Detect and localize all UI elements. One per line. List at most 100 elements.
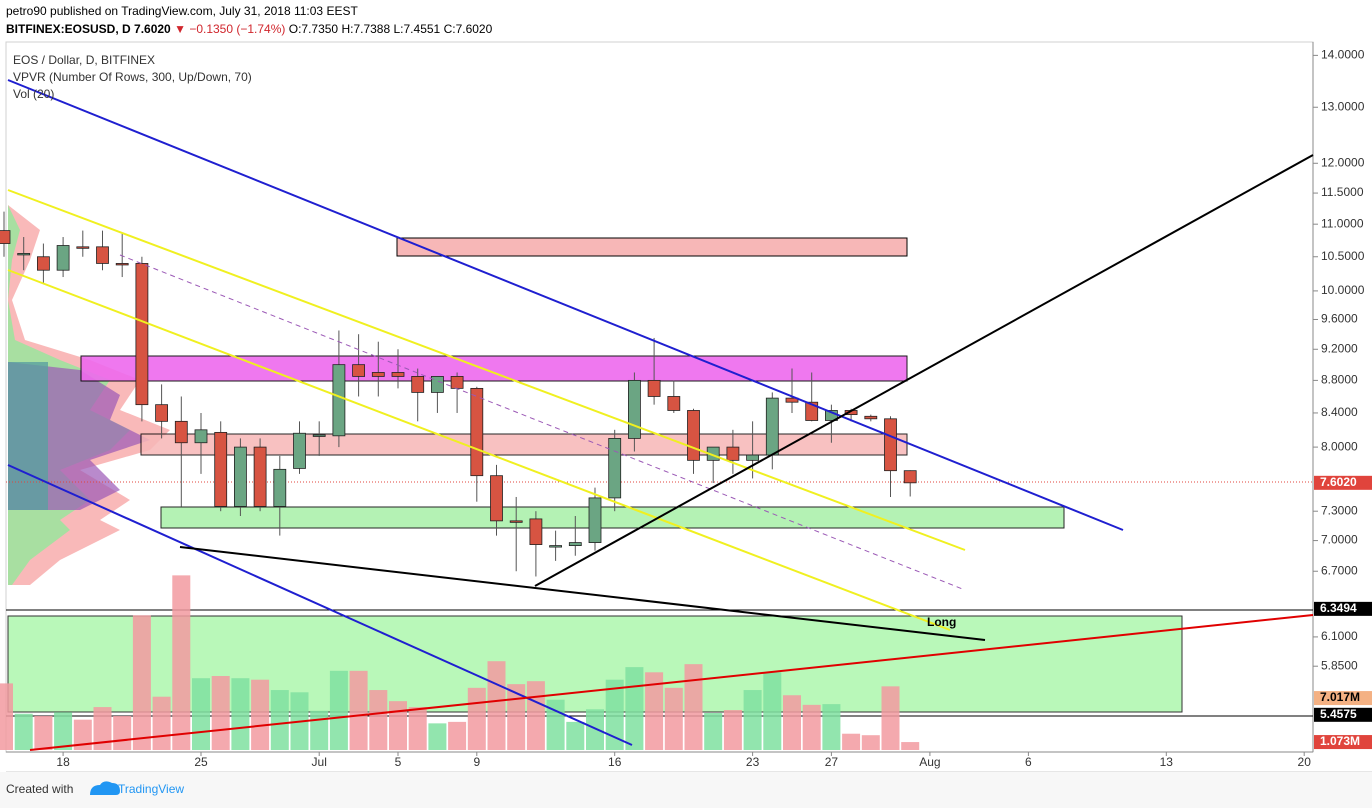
axis-marker: [1314, 691, 1372, 706]
footer-text: Created with: [6, 782, 73, 796]
x-tick-label: 16: [608, 755, 622, 769]
volume-bar: [34, 715, 53, 750]
zone: [80, 355, 908, 382]
volume-bar: [172, 575, 191, 750]
volume-bar: [192, 678, 210, 750]
candle-body: [273, 468, 287, 507]
candle-body: [17, 253, 31, 256]
candle-body: [312, 434, 326, 437]
zone: [160, 506, 1065, 529]
y-tick-label: 14.0000: [1321, 48, 1365, 62]
axis-marker-label: 1.073M: [1320, 734, 1360, 748]
volume-bar: [211, 676, 230, 750]
change: −0.1350 (−1.74%): [189, 22, 286, 36]
candle-body: [667, 396, 681, 411]
candle-body: [233, 446, 247, 507]
candle-body: [430, 376, 444, 393]
volume-bar: [349, 670, 368, 750]
volume-bar: [369, 690, 388, 750]
symbol: BITFINEX:EOSUSD, D: [6, 22, 131, 36]
ohlc: H:7.7388: [341, 22, 391, 36]
footer-brand[interactable]: TradingView: [118, 782, 184, 796]
candle-body: [687, 410, 700, 461]
candle-body: [470, 387, 484, 477]
volume-bar: [802, 704, 821, 750]
volume-bar: [586, 709, 604, 750]
volume-bar: [842, 733, 861, 750]
volume-bar: [310, 710, 329, 750]
channel-line: [7, 269, 951, 631]
axis-marker: [1314, 735, 1372, 750]
y-tick-label: 8.4000: [1321, 405, 1358, 419]
candle-body: [174, 420, 188, 444]
zone: [396, 237, 908, 257]
volume-bar: [783, 695, 801, 750]
candle-body: [115, 263, 129, 266]
candle-body: [411, 376, 425, 393]
volume-bar: [526, 681, 545, 750]
x-tick-label: 25: [194, 755, 208, 769]
volume-bar: [408, 707, 427, 750]
candle-body: [194, 429, 208, 444]
volume-bar: [152, 696, 171, 750]
volume-bar: [861, 735, 880, 750]
volume-bar: [113, 715, 132, 750]
candle-body: [647, 379, 661, 397]
volume-bar: [54, 712, 73, 750]
axis-marker: [1314, 601, 1372, 616]
y-tick-label: 13.0000: [1321, 99, 1365, 113]
trend-line: [534, 154, 1314, 587]
candle-body: [293, 432, 306, 469]
x-tick-label: 9: [473, 755, 480, 769]
candle-body: [628, 379, 641, 439]
volume-bar: [566, 721, 585, 750]
x-tick-label: 23: [746, 755, 760, 769]
volume-bar: [448, 721, 467, 750]
volume-bar: [605, 679, 624, 750]
x-tick-label: 27: [825, 755, 839, 769]
candle-body: [352, 364, 366, 377]
volume-bar: [132, 615, 151, 750]
axis-marker-label: 6.3494: [1320, 601, 1357, 615]
logo: [90, 781, 120, 795]
volume-bar: [14, 713, 33, 750]
candle-body: [135, 263, 149, 406]
legend-item: Vol (20): [13, 87, 54, 101]
candle-body: [588, 497, 602, 543]
ohlc: C:7.6020: [443, 22, 493, 36]
candle-body: [568, 542, 582, 546]
volume-bar: [487, 661, 506, 750]
candle-body: [549, 545, 562, 548]
volume-bar: [625, 667, 644, 750]
volume-bar: [428, 723, 447, 750]
volume-bar: [73, 719, 92, 750]
volume-bar: [763, 672, 782, 750]
candle-body: [332, 364, 346, 437]
y-tick-label: 8.8000: [1321, 373, 1358, 387]
legend-item: EOS / Dollar, D, BITFINEX: [13, 53, 155, 67]
legend-item: VPVR (Number Of Rows, 300, Up/Down, 70): [13, 70, 252, 84]
volume-bar: [270, 690, 289, 750]
y-tick-label: 10.5000: [1321, 249, 1365, 263]
trend-line: [7, 79, 1124, 531]
volume-bar: [645, 672, 664, 750]
volume-bar: [743, 690, 762, 750]
candle-body: [253, 446, 267, 507]
y-tick-label: 12.0000: [1321, 155, 1365, 169]
y-tick-label: 11.5000: [1321, 185, 1364, 199]
volume-bar: [0, 683, 13, 750]
y-tick-label: 9.2000: [1321, 341, 1358, 355]
mid-line: [119, 254, 966, 591]
candle-body: [884, 418, 897, 472]
y-tick-label: 7.0000: [1321, 533, 1358, 547]
axis-marker: [1314, 707, 1372, 722]
volume-bar: [389, 701, 407, 750]
candle-body: [214, 431, 228, 507]
candle-body: [37, 256, 50, 271]
candle-body: [785, 397, 799, 403]
volume-bar: [231, 678, 250, 750]
candle-body: [726, 446, 740, 461]
ohlc: L:7.4551: [393, 22, 441, 36]
x-tick-label: 6: [1025, 755, 1032, 769]
